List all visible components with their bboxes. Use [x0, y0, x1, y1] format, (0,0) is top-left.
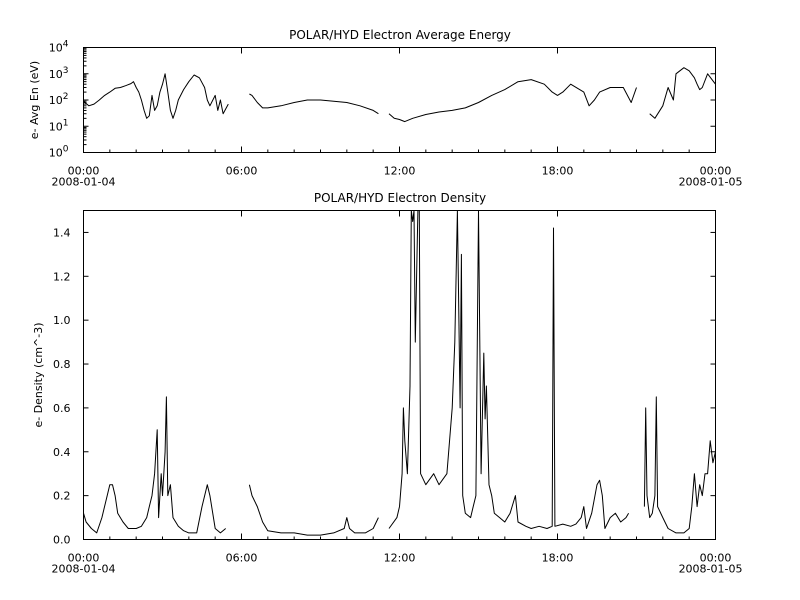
energy-x-tick-label: 06:00 — [226, 165, 258, 178]
density-x-date-label: 2008-01-04 — [52, 563, 116, 576]
density-series-line — [248, 484, 379, 536]
energy-series-line — [649, 67, 716, 119]
density-chart-title: POLAR/HYD Electron Density — [314, 191, 486, 205]
energy-y-tick-label: 103 — [49, 66, 69, 81]
density-series-line — [643, 396, 716, 534]
energy-chart-title: POLAR/HYD Electron Average Energy — [289, 28, 511, 42]
energy-y-tick-label: 102 — [49, 92, 69, 107]
density-y-tick-label: 0.8 — [53, 358, 71, 371]
density-x-tick-label: 00:00 — [700, 552, 732, 565]
energy-y-tick-label: 104 — [49, 40, 69, 55]
energy-x-date-label: 2008-01-04 — [52, 176, 116, 189]
density-x-tick-label: 18:00 — [542, 552, 574, 565]
density-series-line — [388, 210, 630, 529]
density-x-tick-label: 06:00 — [226, 552, 258, 565]
density-y-tick-label: 1.0 — [53, 314, 71, 327]
density-x-tick-label: 12:00 — [384, 552, 416, 565]
density-y-tick-label: 0.6 — [53, 402, 71, 415]
density-x-tick-label: 00:00 — [68, 552, 100, 565]
density-series-line — [83, 396, 227, 534]
energy-series-line — [249, 93, 379, 115]
density-y-tick-label: 0.2 — [53, 490, 71, 503]
density-plot-frame — [83, 210, 716, 540]
energy-series-line — [83, 73, 229, 119]
energy-y-tick-label: 101 — [49, 118, 69, 133]
energy-series-line — [388, 79, 637, 123]
energy-x-date-label: 2008-01-05 — [679, 176, 743, 189]
density-y-tick-label: 1.2 — [53, 270, 71, 283]
energy-y-tick-label: 100 — [49, 145, 69, 160]
density-y-tick-label: 0.0 — [53, 534, 71, 547]
energy-x-tick-label: 00:00 — [700, 165, 732, 178]
energy-y-axis-label: e- Avg En (eV) — [28, 61, 41, 139]
density-y-tick-label: 1.4 — [53, 226, 71, 239]
energy-y-ticks: 100 101 102 103 104 — [49, 40, 716, 160]
energy-x-tick-label: 12:00 — [384, 165, 416, 178]
density-y-ticks: 0.0 0.2 0.4 0.6 0.8 1.0 1.2 1.4 — [53, 226, 716, 547]
density-x-date-label: 2008-01-05 — [679, 563, 743, 576]
energy-x-tick-label: 18:00 — [542, 165, 574, 178]
energy-panel: POLAR/HYD Electron Average Energy e- Avg… — [28, 28, 743, 189]
density-series — [83, 210, 716, 536]
density-y-tick-label: 0.4 — [53, 446, 71, 459]
density-panel: POLAR/HYD Electron Density e- Density (c… — [32, 191, 743, 576]
density-y-axis-label: e- Density (cm^-3) — [32, 322, 45, 427]
energy-x-tick-label: 00:00 — [68, 165, 100, 178]
energy-series — [83, 67, 716, 123]
